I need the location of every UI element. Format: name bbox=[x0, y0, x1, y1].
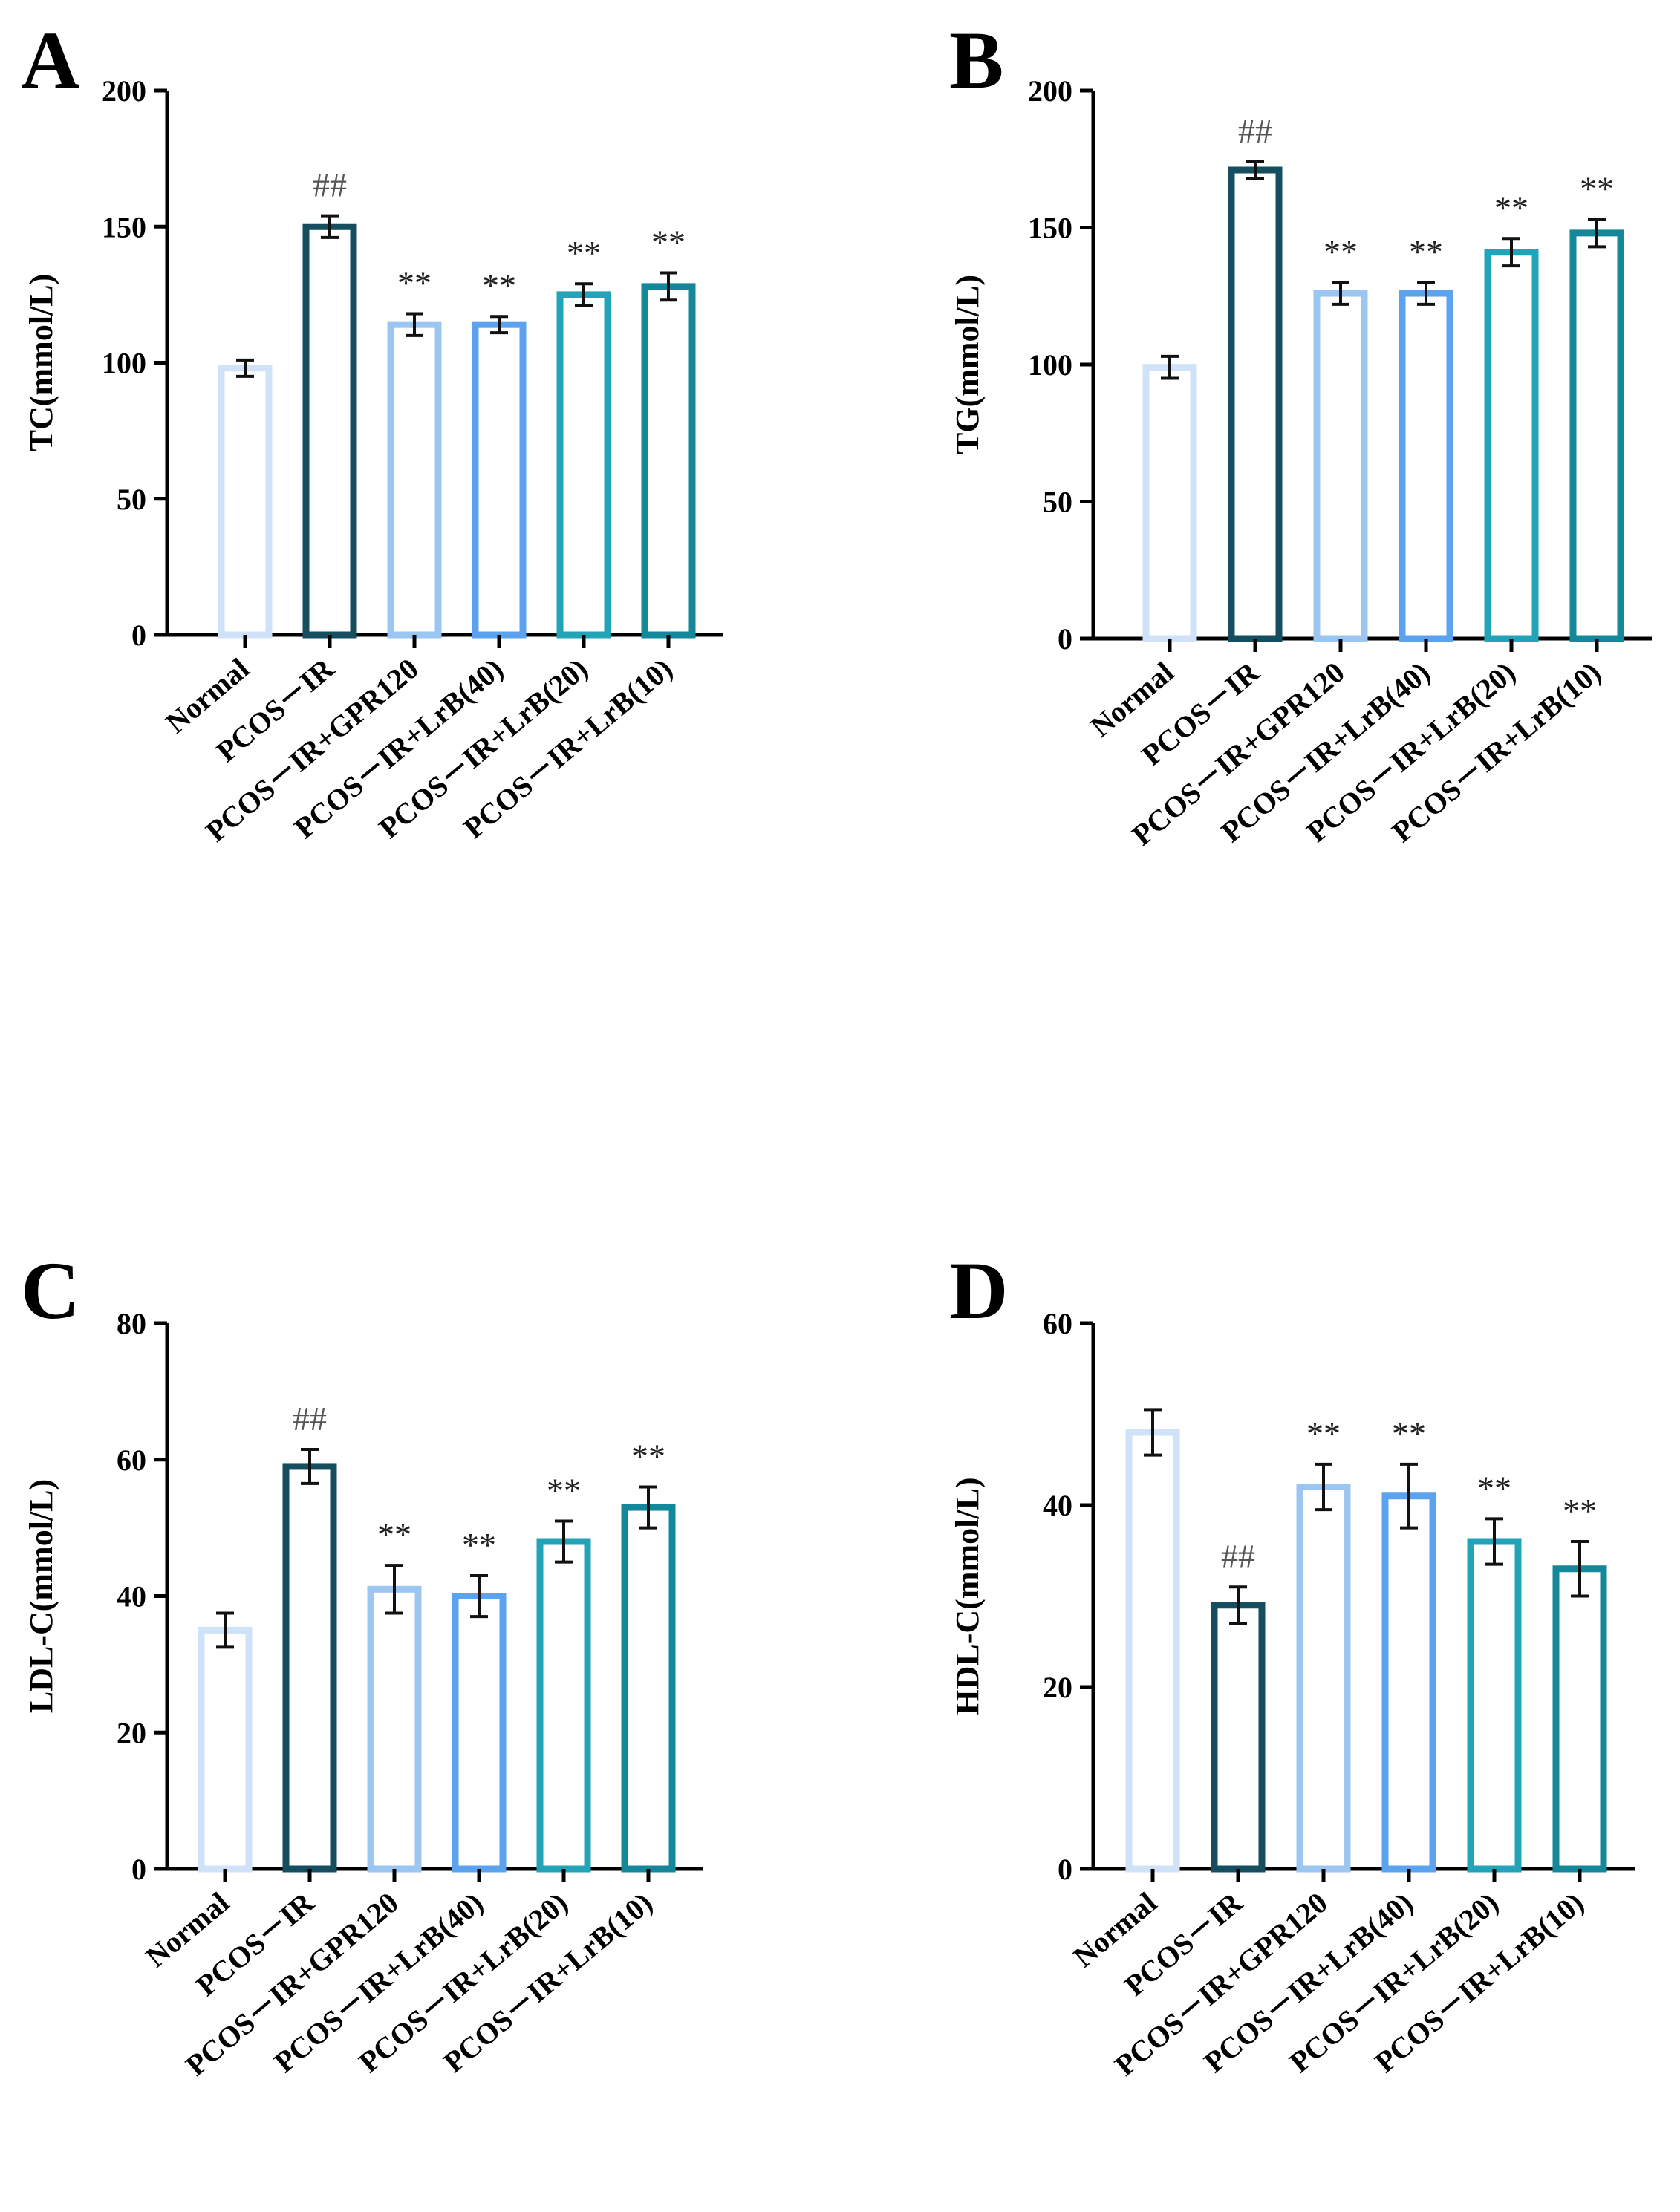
significance-hash: ## bbox=[293, 1400, 327, 1438]
y-tick-label: 80 bbox=[117, 1307, 146, 1340]
significance-stars: ** bbox=[631, 1438, 665, 1475]
y-tick-label: 50 bbox=[1043, 486, 1072, 519]
significance-stars: ** bbox=[462, 1526, 496, 1564]
bar-4 bbox=[1399, 290, 1453, 642]
y-tick-label: 0 bbox=[131, 619, 146, 652]
y-tick-label: 100 bbox=[102, 347, 146, 380]
bar-1 bbox=[198, 1626, 253, 1873]
bar-1 bbox=[1142, 364, 1197, 642]
y-tick-label: 20 bbox=[117, 1716, 146, 1749]
bar-4 bbox=[472, 321, 527, 639]
y-tick-label: 0 bbox=[1058, 622, 1072, 656]
bar-5 bbox=[556, 291, 611, 639]
panel-d: D0204060HDL-C(mmol/L)Normal##PCOS－IR**PC… bbox=[949, 1245, 1635, 2082]
y-tick-label: 200 bbox=[1028, 74, 1072, 108]
panel-letter: B bbox=[949, 15, 1003, 105]
bar-2 bbox=[1211, 1602, 1266, 1873]
y-tick-label: 20 bbox=[1043, 1671, 1072, 1704]
y-axis-title: HDL-C(mmol/L) bbox=[949, 1477, 986, 1715]
y-axis-title: LDL-C(mmol/L) bbox=[23, 1479, 59, 1713]
significance-stars: ** bbox=[1580, 169, 1614, 207]
bar-2 bbox=[302, 223, 357, 639]
y-tick-label: 40 bbox=[1043, 1489, 1072, 1522]
bar-3 bbox=[1296, 1484, 1351, 1873]
bar-1 bbox=[1125, 1429, 1180, 1873]
y-tick-label: 60 bbox=[1043, 1307, 1072, 1340]
significance-hash: ## bbox=[313, 166, 347, 204]
significance-hash: ## bbox=[1238, 112, 1272, 150]
significance-stars: ** bbox=[1409, 232, 1443, 270]
y-axis-title: TG(mmol/L) bbox=[949, 275, 986, 454]
panel-letter: D bbox=[949, 1245, 1008, 1336]
significance-stars: ** bbox=[651, 224, 686, 261]
y-tick-label: 50 bbox=[117, 483, 146, 516]
y-tick-label: 0 bbox=[131, 1853, 146, 1886]
bar-5 bbox=[536, 1538, 591, 1873]
y-tick-label: 40 bbox=[117, 1580, 146, 1614]
panel-a: A050100150200TC(mmol/L)Normal##PCOS－IR**… bbox=[21, 15, 723, 848]
bar-4 bbox=[452, 1593, 507, 1873]
significance-stars: ** bbox=[1306, 1415, 1341, 1452]
significance-stars: ** bbox=[482, 267, 516, 304]
panel-b: B050100150200TG(mmol/L)Normal##PCOS－IR**… bbox=[949, 15, 1652, 852]
y-tick-label: 200 bbox=[102, 74, 146, 108]
significance-stars: ** bbox=[397, 264, 432, 302]
bar-6 bbox=[1552, 1565, 1607, 1873]
y-tick-label: 0 bbox=[1058, 1853, 1072, 1886]
bar-5 bbox=[1484, 249, 1539, 642]
bar-2 bbox=[1228, 166, 1283, 642]
bar-3 bbox=[387, 321, 442, 639]
significance-hash: ## bbox=[1221, 1537, 1255, 1575]
y-tick-label: 60 bbox=[117, 1443, 146, 1477]
bar-5 bbox=[1467, 1538, 1522, 1873]
significance-stars: ** bbox=[567, 234, 601, 272]
significance-stars: ** bbox=[1477, 1469, 1511, 1507]
bar-6 bbox=[1569, 229, 1624, 642]
bar-3 bbox=[367, 1585, 422, 1873]
significance-stars: ** bbox=[377, 1516, 411, 1553]
bar-2 bbox=[282, 1463, 337, 1873]
y-axis-title: TC(mmol/L) bbox=[23, 274, 59, 452]
panel-letter: C bbox=[21, 1245, 79, 1336]
panel-c: C020406080LDL-C(mmol/L)Normal##PCOS－IR**… bbox=[21, 1245, 703, 2082]
panel-letter: A bbox=[21, 15, 79, 105]
y-tick-label: 150 bbox=[102, 210, 146, 244]
significance-stars: ** bbox=[547, 1471, 581, 1509]
bar-1 bbox=[218, 365, 273, 639]
significance-stars: ** bbox=[1494, 189, 1528, 226]
bar-4 bbox=[1381, 1492, 1436, 1873]
significance-stars: ** bbox=[1563, 1492, 1597, 1530]
y-tick-label: 150 bbox=[1028, 212, 1072, 245]
bar-6 bbox=[641, 283, 696, 639]
significance-stars: ** bbox=[1392, 1415, 1426, 1452]
bar-6 bbox=[621, 1504, 676, 1873]
bar-3 bbox=[1313, 290, 1368, 642]
significance-stars: ** bbox=[1324, 232, 1358, 270]
y-tick-label: 100 bbox=[1028, 348, 1072, 382]
